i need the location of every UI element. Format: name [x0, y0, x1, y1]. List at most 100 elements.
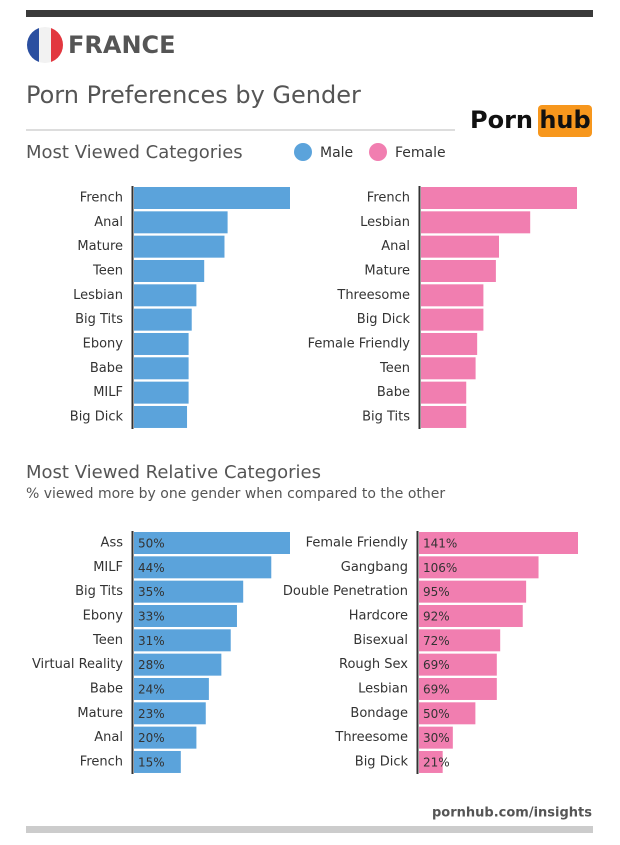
- section-title: Most Viewed Categories: [26, 142, 243, 163]
- category-label: Big Tits: [75, 312, 123, 327]
- bar: [134, 308, 192, 331]
- legend-label: Female: [395, 145, 446, 161]
- value-label: 44%: [138, 561, 165, 575]
- value-label: 35%: [138, 585, 165, 599]
- legend-swatch: [369, 143, 387, 161]
- logo-text: Porn: [470, 106, 533, 134]
- bar: [419, 629, 501, 652]
- value-label: 20%: [138, 731, 165, 745]
- value-label: 30%: [423, 731, 450, 745]
- category-label: Teen: [379, 361, 410, 376]
- bar: [134, 629, 231, 652]
- legend-swatch: [294, 143, 312, 161]
- value-label: 15%: [138, 755, 165, 769]
- value-label: 33%: [138, 609, 165, 623]
- value-label: 28%: [138, 658, 165, 672]
- category-label: Threesome: [336, 288, 410, 303]
- bar: [421, 308, 484, 331]
- value-label: 72%: [423, 634, 450, 648]
- category-label: Lesbian: [73, 288, 123, 303]
- category-label: Female Friendly: [306, 536, 409, 551]
- category-label: French: [80, 191, 123, 206]
- category-label: Bondage: [350, 706, 408, 721]
- logo-text: hub: [539, 106, 590, 134]
- value-label: 50%: [138, 537, 165, 551]
- category-label: Big Dick: [70, 409, 124, 424]
- category-label: Gangbang: [341, 560, 408, 575]
- category-label: Bisexual: [353, 633, 408, 648]
- category-label: Female Friendly: [308, 336, 411, 351]
- section-title: Most Viewed Relative Categories: [26, 462, 321, 483]
- bar: [134, 381, 189, 404]
- category-label: Ass: [101, 536, 124, 551]
- country: FRANCE: [68, 31, 176, 59]
- category-label: Threesome: [334, 730, 408, 745]
- value-label: 24%: [138, 682, 165, 696]
- category-label: MILF: [93, 560, 123, 575]
- section-subtitle: % viewed more by one gender when compare…: [26, 486, 445, 502]
- bar: [134, 332, 189, 355]
- bar: [421, 187, 577, 209]
- bar: [134, 580, 244, 603]
- category-label: Rough Sex: [339, 657, 408, 672]
- bar: [421, 332, 478, 355]
- bar: [134, 532, 290, 554]
- category-label: Hardcore: [349, 608, 408, 623]
- category-label: French: [367, 191, 410, 206]
- category-label: Lesbian: [358, 681, 408, 696]
- bar: [134, 405, 188, 428]
- bar: [134, 653, 222, 676]
- bar: [419, 532, 578, 554]
- bar: [419, 604, 523, 627]
- category-label: Ebony: [83, 608, 124, 623]
- category-label: Big Tits: [75, 584, 123, 599]
- category-label: Babe: [90, 361, 123, 376]
- category-label: Lesbian: [360, 215, 410, 230]
- logo: Porn hub: [470, 105, 592, 137]
- bar: [419, 702, 476, 725]
- category-label: Double Penetration: [283, 584, 408, 599]
- value-label: 21%: [423, 755, 450, 769]
- category-label: Babe: [90, 681, 123, 696]
- bar: [134, 556, 272, 579]
- bottom-bar: [26, 826, 593, 833]
- flag: [27, 27, 63, 63]
- bar: [419, 726, 453, 749]
- bar: [419, 580, 527, 603]
- category-label: Mature: [77, 706, 123, 721]
- category-label: Anal: [381, 239, 410, 254]
- bar: [421, 405, 467, 428]
- category-label: MILF: [93, 385, 123, 400]
- bar: [419, 653, 497, 676]
- value-label: 69%: [423, 658, 450, 672]
- legend-label: Male: [320, 145, 353, 161]
- bar: [421, 211, 531, 234]
- bar: [134, 750, 181, 773]
- value-label: 95%: [423, 585, 450, 599]
- bar: [421, 235, 499, 258]
- category-label: Teen: [92, 263, 123, 278]
- category-label: Mature: [77, 239, 123, 254]
- value-label: 92%: [423, 609, 450, 623]
- bar: [134, 259, 205, 282]
- value-label: 23%: [138, 707, 165, 721]
- category-label: Mature: [364, 263, 410, 278]
- bar: [134, 211, 228, 234]
- category-label: Teen: [92, 633, 123, 648]
- category-label: Virtual Reality: [32, 657, 123, 672]
- bar: [134, 677, 209, 700]
- bar: [419, 750, 443, 773]
- category-label: Ebony: [83, 336, 124, 351]
- category-label: Big Dick: [355, 754, 409, 769]
- category-label: Anal: [94, 215, 123, 230]
- bar: [421, 381, 467, 404]
- bar: [421, 357, 476, 380]
- title: Porn Preferences by Gender: [26, 81, 361, 109]
- value-label: 31%: [138, 634, 165, 648]
- logo-box: [538, 105, 592, 137]
- top-bar: [26, 10, 593, 17]
- value-label: 69%: [423, 682, 450, 696]
- category-label: French: [80, 754, 123, 769]
- category-label: Babe: [377, 385, 410, 400]
